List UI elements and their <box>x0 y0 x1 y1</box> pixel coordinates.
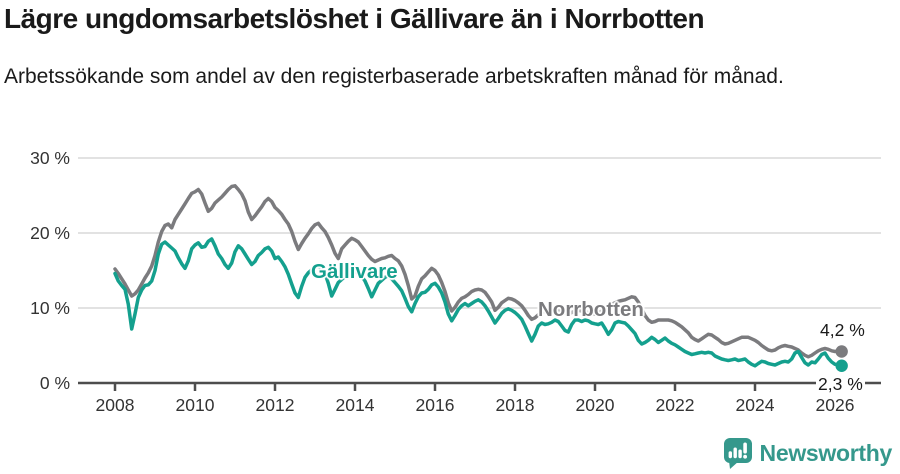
y-axis-label: 10 % <box>30 298 70 318</box>
x-axis-label: 2024 <box>735 395 775 415</box>
chart-title: Lägre ungdomsarbetslöshet i Gällivare än… <box>4 3 705 34</box>
y-axis-label: 0 % <box>39 373 70 393</box>
y-axis-label: 20 % <box>30 223 70 243</box>
x-axis-label: 2010 <box>175 395 215 415</box>
chart-subtitle: Arbetssökande som andel av den registerb… <box>4 65 784 88</box>
x-axis-label: 2016 <box>415 395 455 415</box>
y-axis-label: 30 % <box>30 148 70 168</box>
x-axis-label: 2008 <box>95 395 135 415</box>
newsworthy-logo: Newsworthy <box>723 436 892 470</box>
x-axis-label: 2012 <box>255 395 295 415</box>
x-axis-label: 2018 <box>495 395 535 415</box>
newsworthy-bubble-chart-icon <box>723 438 752 469</box>
series-end-dot-norrbotten <box>835 345 848 358</box>
x-axis-label: 2026 <box>815 395 855 415</box>
series-label-gallivare: Gällivare <box>311 260 398 283</box>
x-axis-label: 2020 <box>575 395 615 415</box>
end-value-label-norrbotten: 4,2 % <box>820 320 865 340</box>
series-line-gllivare <box>113 237 844 368</box>
series-line-norrbotten <box>113 184 844 359</box>
series-end-dot-gllivare <box>835 359 848 372</box>
x-axis-label: 2014 <box>335 395 375 415</box>
newsworthy-logo-text: Newsworthy <box>759 439 893 466</box>
end-value-label-gallivare: 2,3 % <box>816 374 865 394</box>
series-label-norrbotten: Norrbotten <box>538 298 644 321</box>
x-axis-label: 2022 <box>655 395 695 415</box>
